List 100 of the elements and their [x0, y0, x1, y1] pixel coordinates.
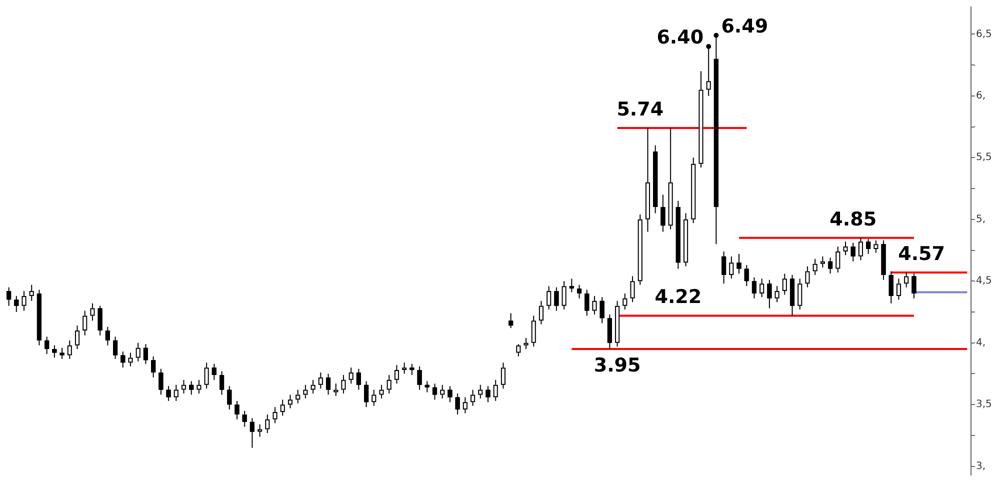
candlestick	[607, 314, 612, 350]
candlestick	[234, 400, 240, 420]
data-label: 6.40	[656, 26, 704, 48]
candlestick	[174, 384, 178, 402]
candlestick	[212, 363, 216, 380]
candlestick	[531, 315, 536, 348]
candlestick	[912, 273, 916, 299]
candlestick	[752, 276, 757, 299]
candlestick	[74, 325, 80, 350]
candlestick	[120, 351, 126, 368]
candlestick	[113, 336, 118, 360]
candlestick	[500, 362, 506, 390]
candlestick	[820, 256, 825, 268]
candlestick	[524, 337, 528, 350]
candlestick	[744, 264, 749, 287]
candlestick	[584, 289, 590, 316]
candlestick	[334, 383, 338, 396]
candlestick	[722, 250, 726, 284]
candlestick	[82, 310, 88, 336]
candlestick	[516, 344, 521, 357]
candlestick	[538, 300, 544, 325]
candlestick	[98, 305, 102, 336]
candlestick	[296, 389, 300, 404]
candlestick	[6, 286, 12, 306]
candlestick	[508, 312, 514, 329]
candlestick	[341, 374, 346, 394]
candlestick	[356, 368, 361, 390]
candlestick	[462, 396, 468, 414]
candlestick	[143, 344, 148, 364]
candlestick	[22, 290, 26, 312]
candlestick	[318, 372, 323, 390]
y-tick-label: 6,	[976, 90, 986, 102]
candlestick	[767, 279, 772, 309]
candlestick	[455, 393, 460, 415]
candlestick	[417, 366, 422, 390]
candlestick	[486, 386, 490, 403]
candlestick	[653, 144, 658, 214]
candlestick	[888, 270, 894, 304]
candlestick	[714, 34, 718, 245]
candlestick	[615, 300, 620, 348]
candlestick	[44, 336, 50, 354]
candlestick	[470, 389, 476, 406]
candlestick	[676, 200, 680, 270]
candlestick	[196, 379, 202, 394]
candlestick	[904, 272, 909, 288]
candlestick	[622, 292, 628, 310]
candlestick	[782, 273, 787, 296]
y-tick-label: 5,	[976, 214, 986, 225]
candlestick	[181, 379, 186, 394]
candlestick	[729, 256, 734, 280]
data-label: 3.95	[594, 354, 641, 376]
data-label: 6.49	[721, 15, 768, 38]
candlestick	[189, 380, 194, 396]
candlestick	[554, 286, 559, 312]
candlestick	[805, 266, 810, 288]
candlestick	[128, 352, 133, 367]
candlestick	[220, 370, 224, 396]
candlestick	[562, 280, 566, 310]
candlestick	[706, 46, 711, 96]
candlestick	[151, 356, 156, 378]
candlestick	[52, 344, 57, 358]
candlestick	[843, 241, 848, 256]
candlestick	[691, 157, 696, 224]
candlestick	[493, 379, 498, 402]
candlestick	[303, 384, 308, 399]
candlestick	[166, 386, 171, 402]
data-label: 5.74	[616, 98, 664, 120]
candlestick	[410, 363, 414, 376]
candlestick	[158, 368, 164, 396]
candlestick	[105, 326, 110, 346]
y-tick-label: 4,	[976, 337, 986, 348]
candlestick	[348, 367, 354, 384]
candlestick	[790, 274, 795, 316]
candlestick	[576, 284, 582, 299]
y-tick-label: 5,5	[976, 152, 992, 164]
y-tick-label: 4,5	[976, 276, 992, 287]
candlestick	[67, 340, 72, 360]
candlestick	[638, 214, 642, 286]
candlestick	[896, 278, 902, 300]
data-label: 4.57	[898, 242, 946, 265]
candlestick	[29, 284, 34, 302]
candlestick	[265, 414, 270, 434]
candlestick	[310, 379, 316, 394]
y-tick-label: 3,	[976, 460, 986, 472]
candlestick	[136, 342, 140, 362]
candlestick	[881, 240, 886, 280]
candlestick	[250, 418, 254, 448]
candlestick	[668, 128, 673, 230]
candlestick	[402, 362, 407, 374]
y-tick-label: 3,5	[976, 399, 992, 410]
candlestick	[386, 374, 392, 394]
candlestick	[227, 386, 232, 410]
candlestick	[858, 237, 863, 261]
candlestick	[448, 386, 452, 403]
candlestick	[774, 286, 780, 303]
candlestick	[432, 383, 438, 400]
candlestick	[546, 286, 552, 310]
candlestick	[372, 389, 376, 406]
candlestick	[90, 302, 95, 322]
candlestick	[866, 238, 871, 254]
